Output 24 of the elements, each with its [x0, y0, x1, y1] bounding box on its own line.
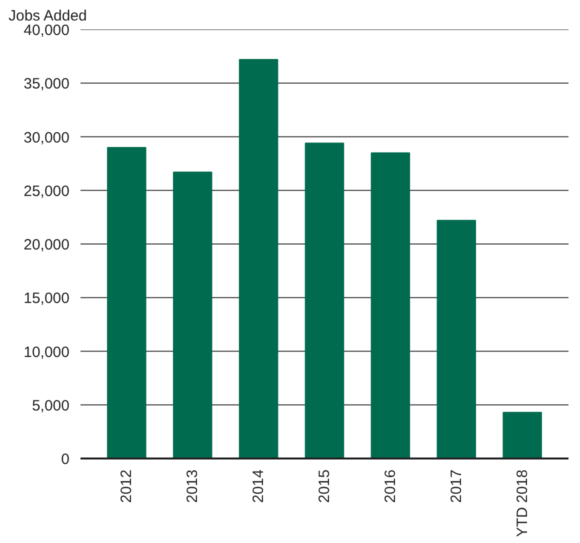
bar: [502, 412, 542, 458]
y-tick-label: 15,000: [24, 290, 70, 308]
bar: [436, 220, 476, 458]
bar: [304, 142, 344, 458]
y-tick-label: 20,000: [24, 236, 70, 254]
y-tick-label: 10,000: [24, 344, 70, 361]
y-tick-label: 5,000: [32, 397, 70, 414]
bar: [107, 146, 146, 458]
x-tick-label: YTD 2018: [514, 469, 531, 538]
y-axis-title: Jobs Added: [8, 8, 87, 24]
x-tick-label: 2016: [382, 469, 399, 503]
x-tick-label: 2013: [184, 469, 202, 503]
y-tick-label: 40,000: [24, 22, 70, 39]
x-tick-label: 2015: [316, 469, 333, 503]
y-tick-label: 0: [61, 451, 70, 468]
bar: [172, 172, 212, 458]
bar: [238, 59, 278, 458]
x-tick-label: 2012: [118, 469, 136, 503]
bar: [370, 152, 410, 458]
x-tick-label: 2014: [250, 469, 268, 503]
y-tick-label: 30,000: [24, 129, 70, 146]
x-tick-label: 2017: [448, 469, 465, 503]
y-tick-label: 25,000: [24, 182, 70, 200]
y-tick-label: 35,000: [24, 76, 70, 93]
